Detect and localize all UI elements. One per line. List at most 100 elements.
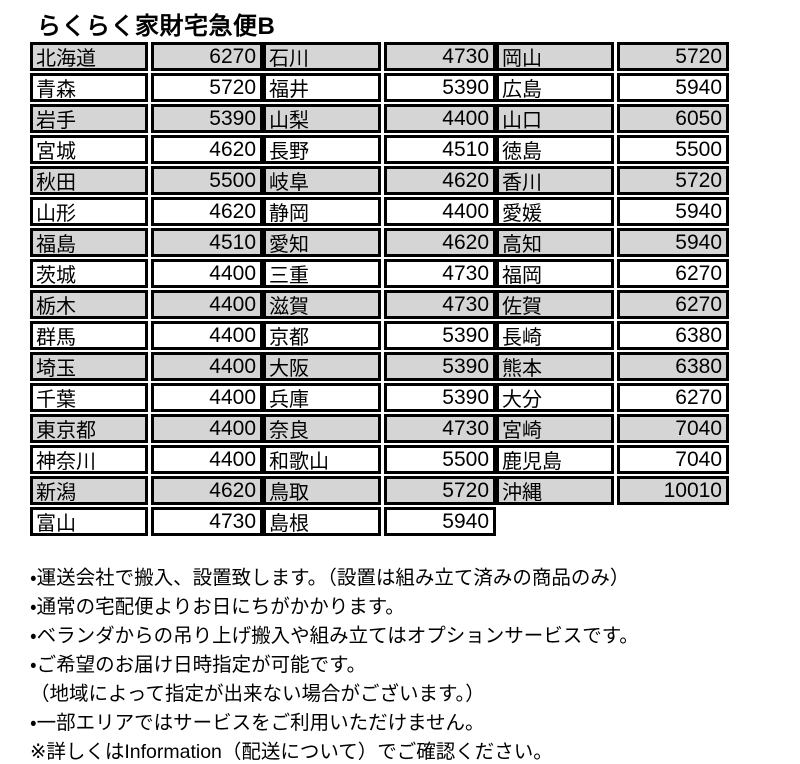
prefecture-cell: 兵庫	[263, 383, 381, 412]
table-row: 島根 5940	[263, 507, 496, 536]
prefecture-cell: 大阪	[263, 352, 381, 381]
price-cell: 5720	[151, 73, 263, 102]
fee-column-2: 石川 4730 福井 5390 山梨 4400 長野 4510 岐阜 4620 静岡 4400 愛知 46…	[263, 42, 496, 538]
price-cell: 4620	[384, 166, 496, 195]
price-cell: 4620	[384, 228, 496, 257]
price-cell: 5500	[151, 166, 263, 195]
table-row: 茨城 4400	[30, 259, 263, 288]
table-row: 三重 4730	[263, 259, 496, 288]
price-cell: 5720	[617, 42, 729, 71]
price-cell: 4400	[151, 259, 263, 288]
price-cell: 4400	[151, 321, 263, 350]
prefecture-cell: 山梨	[263, 104, 381, 133]
table-row: 栃木 4400	[30, 290, 263, 319]
table-row: 群馬 4400	[30, 321, 263, 350]
price-cell: 6380	[617, 321, 729, 350]
prefecture-cell: 石川	[263, 42, 381, 71]
table-row: 熊本 6380	[496, 352, 729, 381]
prefecture-cell: 和歌山	[263, 445, 381, 474]
prefecture-cell: 三重	[263, 259, 381, 288]
prefecture-cell: 高知	[496, 228, 614, 257]
price-cell: 4400	[151, 445, 263, 474]
price-cell: 5500	[384, 445, 496, 474]
price-cell: 7040	[617, 445, 729, 474]
note-line: ※詳しくはInformation（配送について）でご確認ください。	[30, 741, 553, 763]
table-row: 大分 6270	[496, 383, 729, 412]
price-cell: 4730	[384, 414, 496, 443]
prefecture-cell: 山口	[496, 104, 614, 133]
prefecture-cell: 神奈川	[30, 445, 148, 474]
prefecture-cell: 島根	[263, 507, 381, 536]
prefecture-cell: 宮崎	[496, 414, 614, 443]
service-notes: ・運送会社で搬入、設置致します。（設置は組み立て済みの商品のみ） ・通常の宅配便…	[30, 564, 639, 764]
table-row: 静岡 4400	[263, 197, 496, 226]
table-row: 富山 4730	[30, 507, 263, 536]
price-cell: 5720	[617, 166, 729, 195]
table-row: 高知 5940	[496, 228, 729, 257]
prefecture-cell: 青森	[30, 73, 148, 102]
table-row: 福島 4510	[30, 228, 263, 257]
table-row: 宮崎 7040	[496, 414, 729, 443]
price-cell: 5940	[617, 73, 729, 102]
prefecture-cell: 岐阜	[263, 166, 381, 195]
shipping-fee-table: 北海道 6270 青森 5720 岩手 5390 宮城 4620 秋田 5500 山形 4620 福島 4…	[30, 42, 729, 538]
table-row: 大阪 5390	[263, 352, 496, 381]
prefecture-cell: 京都	[263, 321, 381, 350]
price-cell: 4730	[384, 290, 496, 319]
prefecture-cell: 岩手	[30, 104, 148, 133]
fee-column-1: 北海道 6270 青森 5720 岩手 5390 宮城 4620 秋田 5500 山形 4620 福島 4…	[30, 42, 263, 538]
prefecture-cell: 秋田	[30, 166, 148, 195]
table-row: 福井 5390	[263, 73, 496, 102]
prefecture-cell: 東京都	[30, 414, 148, 443]
page-title: らくらく家財宅急便B	[37, 13, 276, 40]
prefecture-cell: 岡山	[496, 42, 614, 71]
price-cell: 6380	[617, 352, 729, 381]
note-line: ・ご希望のお届け日時指定が可能です。	[30, 654, 367, 676]
table-row: 岡山 5720	[496, 42, 729, 71]
prefecture-cell: 愛媛	[496, 197, 614, 226]
prefecture-cell: 茨城	[30, 259, 148, 288]
note-line: （地域によって指定が出来ない場合がございます。）	[30, 683, 485, 705]
table-row: 和歌山 5500	[263, 445, 496, 474]
price-cell: 4400	[384, 104, 496, 133]
price-cell: 4730	[384, 42, 496, 71]
price-cell: 4620	[151, 476, 263, 505]
table-row: 広島 5940	[496, 73, 729, 102]
table-row: 滋賀 4730	[263, 290, 496, 319]
prefecture-cell: 北海道	[30, 42, 148, 71]
price-cell: 5940	[617, 228, 729, 257]
price-cell: 6050	[617, 104, 729, 133]
table-row: 埼玉 4400	[30, 352, 263, 381]
table-row: 新潟 4620	[30, 476, 263, 505]
price-cell: 4400	[151, 352, 263, 381]
prefecture-cell: 愛知	[263, 228, 381, 257]
table-row: 鹿児島 7040	[496, 445, 729, 474]
table-row: 佐賀 6270	[496, 290, 729, 319]
price-cell: 4400	[384, 197, 496, 226]
table-row: 青森 5720	[30, 73, 263, 102]
table-row: 福岡 6270	[496, 259, 729, 288]
prefecture-cell: 鹿児島	[496, 445, 614, 474]
table-row: 山口 6050	[496, 104, 729, 133]
table-row: 長崎 6380	[496, 321, 729, 350]
prefecture-cell: 福岡	[496, 259, 614, 288]
prefecture-cell: 福井	[263, 73, 381, 102]
prefecture-cell: 静岡	[263, 197, 381, 226]
prefecture-cell: 香川	[496, 166, 614, 195]
price-cell: 5390	[384, 321, 496, 350]
table-row: 沖縄 10010	[496, 476, 729, 505]
fee-column-3: 岡山 5720 広島 5940 山口 6050 徳島 5500 香川 5720 愛媛 5940 高知 59…	[496, 42, 729, 538]
price-cell: 4400	[151, 290, 263, 319]
table-row: 鳥取 5720	[263, 476, 496, 505]
table-row: 兵庫 5390	[263, 383, 496, 412]
table-row: 岐阜 4620	[263, 166, 496, 195]
table-row: 秋田 5500	[30, 166, 263, 195]
price-cell: 5720	[384, 476, 496, 505]
table-row: 長野 4510	[263, 135, 496, 164]
prefecture-cell: 埼玉	[30, 352, 148, 381]
prefecture-cell: 沖縄	[496, 476, 614, 505]
prefecture-cell: 山形	[30, 197, 148, 226]
prefecture-cell: 富山	[30, 507, 148, 536]
note-line: ・ベランダからの吊り上げ搬入や組み立てはオプションサービスです。	[30, 625, 639, 647]
price-cell: 4510	[384, 135, 496, 164]
